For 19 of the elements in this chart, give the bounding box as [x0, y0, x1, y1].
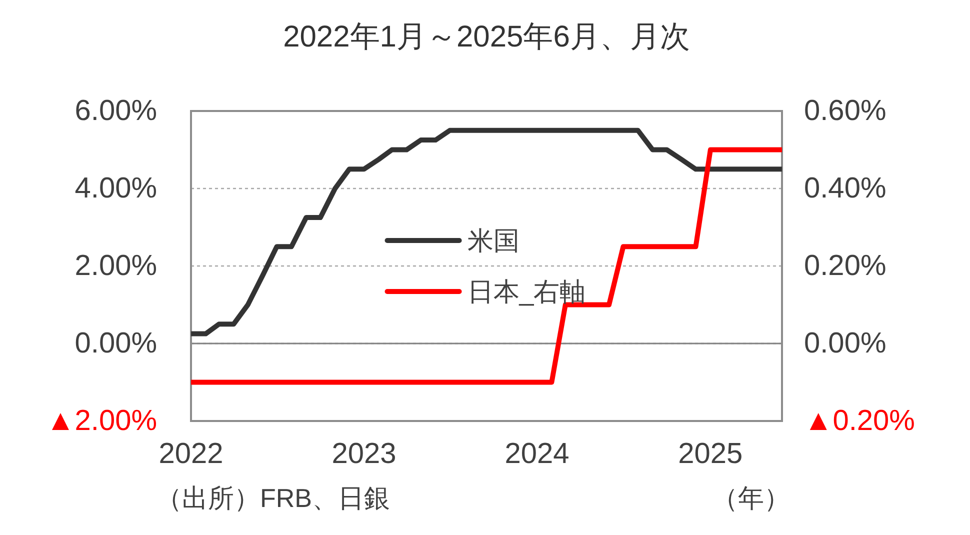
text: （出所）FRB、日銀	[156, 483, 390, 513]
legend-label: 米国	[467, 226, 520, 256]
y2-tick-label: 0.60%	[804, 95, 886, 127]
x-tick-label: 2024	[504, 438, 570, 470]
y2-tick-label: 0.40%	[804, 172, 886, 204]
y2-tick-label: ▲0.20%	[804, 405, 915, 437]
x-axis-title: （年）	[712, 483, 790, 513]
x-tick-label: 2023	[332, 438, 396, 470]
y-tick-label: 0.00%	[74, 328, 157, 360]
y-tick-label: 4.00%	[74, 172, 157, 204]
x-tick-label: 2025	[678, 438, 743, 470]
y-tick-label: 6.00%	[74, 95, 157, 127]
x-tick-label: 2022	[158, 438, 224, 470]
chart-title: 2022年1月～2025年6月、月次	[283, 20, 690, 54]
y-tick-label: ▲2.00%	[46, 405, 157, 437]
legend-label: 日本_右軸	[467, 276, 586, 306]
y2-tick-label: 0.20%	[804, 250, 886, 282]
y-tick-label: 2.00%	[74, 250, 157, 282]
y2-tick-label: 0.00%	[804, 328, 886, 360]
